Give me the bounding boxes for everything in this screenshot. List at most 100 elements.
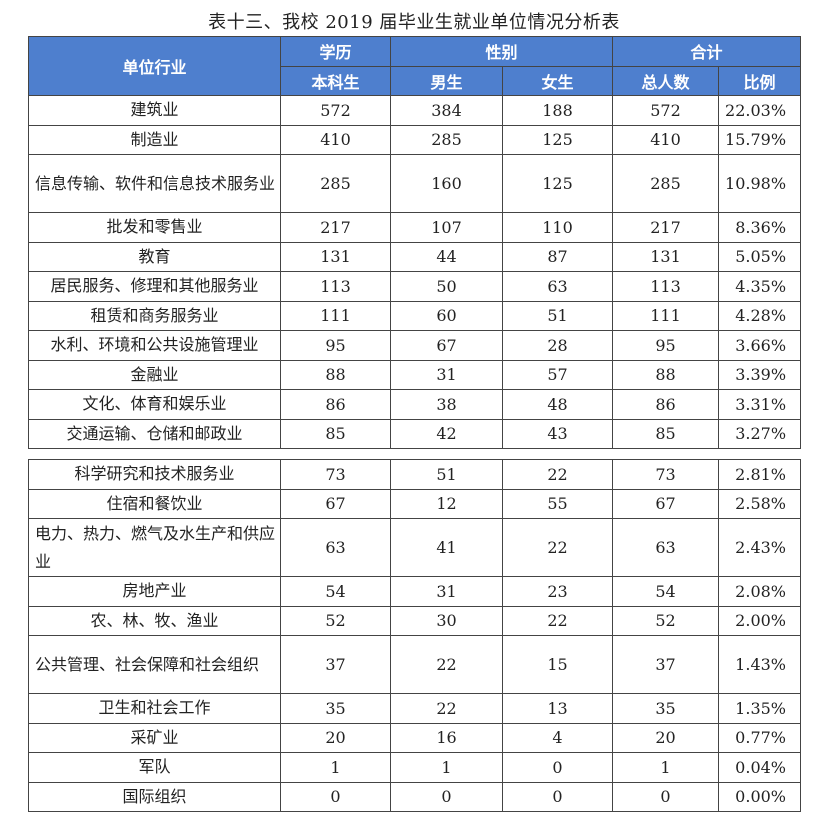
header-ratio: 比例	[718, 65, 802, 96]
female-cell: 110	[501, 212, 614, 243]
total-cell: 0	[612, 781, 719, 812]
bachelor-cell: 1	[280, 752, 391, 783]
bachelor-cell: 95	[280, 330, 391, 361]
bachelor-cell: 113	[280, 271, 391, 302]
male-cell: 384	[390, 95, 503, 126]
bachelor-cell: 67	[280, 488, 391, 519]
total-cell: 67	[612, 488, 719, 519]
table-row: 水利、环境和公共设施管理业 95 67 28 95 3.66%	[28, 330, 802, 361]
male-cell: 12	[390, 488, 503, 519]
ratio-cell: 2.43%	[718, 518, 801, 577]
total-cell: 35	[612, 693, 719, 724]
bachelor-cell: 52	[280, 605, 391, 636]
male-cell: 30	[390, 605, 503, 636]
male-cell: 1	[390, 752, 503, 783]
bachelor-cell: 20	[280, 722, 391, 753]
bachelor-cell: 86	[280, 389, 391, 420]
total-cell: 113	[612, 271, 720, 302]
table-row: 电力、热力、燃气及水生产和供应业 63 41 22 63 2.43%	[28, 518, 801, 577]
female-cell: 87	[501, 241, 614, 272]
total-cell: 1	[612, 752, 719, 783]
male-cell: 160	[390, 154, 503, 213]
female-cell: 22	[502, 459, 613, 490]
female-cell: 125	[501, 124, 614, 155]
female-cell: 63	[501, 271, 614, 302]
female-cell: 22	[502, 605, 613, 636]
industry-cell: 文化、体育和娱乐业	[28, 389, 281, 420]
industry-cell: 科学研究和技术服务业	[28, 459, 281, 490]
male-cell: 285	[390, 124, 503, 155]
bachelor-cell: 35	[280, 693, 391, 724]
total-cell: 111	[612, 300, 720, 331]
industry-cell: 批发和零售业	[28, 212, 281, 243]
industry-cell: 国际组织	[28, 781, 281, 812]
bachelor-cell: 54	[280, 576, 391, 607]
total-cell: 54	[612, 576, 719, 607]
table-row: 金融业 88 31 57 88 3.39%	[28, 359, 802, 390]
industry-cell: 军队	[28, 752, 281, 783]
ratio-cell: 4.28%	[718, 300, 802, 331]
bachelor-cell: 63	[280, 518, 391, 577]
header-total-group: 合计	[612, 36, 802, 67]
industry-cell: 房地产业	[28, 576, 281, 607]
total-cell: 572	[612, 95, 720, 126]
female-cell: 0	[502, 781, 613, 812]
female-cell: 15	[502, 635, 613, 694]
total-cell: 20	[612, 722, 719, 753]
total-cell: 86	[612, 389, 720, 420]
industry-cell: 制造业	[28, 124, 281, 155]
bachelor-cell: 111	[280, 300, 391, 331]
ratio-cell: 0.77%	[718, 722, 801, 753]
male-cell: 51	[390, 459, 503, 490]
table-row: 文化、体育和娱乐业 86 38 48 86 3.31%	[28, 389, 802, 420]
male-cell: 42	[390, 418, 503, 449]
male-cell: 0	[390, 781, 503, 812]
ratio-cell: 4.35%	[718, 271, 802, 302]
total-cell: 52	[612, 605, 719, 636]
total-cell: 37	[612, 635, 719, 694]
total-cell: 73	[612, 459, 719, 490]
header-female: 女生	[501, 65, 614, 96]
bachelor-cell: 217	[280, 212, 391, 243]
male-cell: 107	[390, 212, 503, 243]
female-cell: 43	[501, 418, 614, 449]
ratio-cell: 3.66%	[718, 330, 802, 361]
industry-cell: 电力、热力、燃气及水生产和供应业	[28, 518, 281, 577]
bachelor-cell: 88	[280, 359, 391, 390]
table-row: 住宿和餐饮业 67 12 55 67 2.58%	[28, 488, 801, 519]
male-cell: 16	[390, 722, 503, 753]
bachelor-cell: 73	[280, 459, 391, 490]
industry-cell: 居民服务、修理和其他服务业	[28, 271, 281, 302]
ratio-cell: 1.43%	[718, 635, 801, 694]
ratio-cell: 15.79%	[718, 124, 802, 155]
table-row: 教育 131 44 87 131 5.05%	[28, 241, 802, 272]
male-cell: 50	[390, 271, 503, 302]
table-row: 军队 1 1 0 1 0.04%	[28, 752, 801, 783]
ratio-cell: 22.03%	[718, 95, 802, 126]
employment-table-part-2: 科学研究和技术服务业 73 51 22 73 2.81% 住宿和餐饮业 67 12 55 67 2.5…	[28, 459, 801, 812]
bachelor-cell: 0	[280, 781, 391, 812]
total-cell: 95	[612, 330, 720, 361]
female-cell: 23	[502, 576, 613, 607]
ratio-cell: 2.81%	[718, 459, 801, 490]
total-cell: 63	[612, 518, 719, 577]
ratio-cell: 3.31%	[718, 389, 802, 420]
ratio-cell: 2.58%	[718, 488, 801, 519]
total-cell: 285	[612, 154, 720, 213]
male-cell: 38	[390, 389, 503, 420]
industry-cell: 住宿和餐饮业	[28, 488, 281, 519]
header-total: 总人数	[612, 65, 720, 96]
total-cell: 217	[612, 212, 720, 243]
table-row: 批发和零售业 217 107 110 217 8.36%	[28, 212, 802, 243]
female-cell: 22	[502, 518, 613, 577]
industry-cell: 信息传输、软件和信息技术服务业	[28, 154, 281, 213]
female-cell: 125	[501, 154, 614, 213]
table-row: 交通运输、仓储和邮政业 85 42 43 85 3.27%	[28, 418, 802, 449]
male-cell: 60	[390, 300, 503, 331]
table-row: 科学研究和技术服务业 73 51 22 73 2.81%	[28, 459, 801, 490]
industry-cell: 金融业	[28, 359, 281, 390]
table-row: 采矿业 20 16 4 20 0.77%	[28, 722, 801, 753]
ratio-cell: 5.05%	[718, 241, 802, 272]
industry-cell: 采矿业	[28, 722, 281, 753]
male-cell: 67	[390, 330, 503, 361]
